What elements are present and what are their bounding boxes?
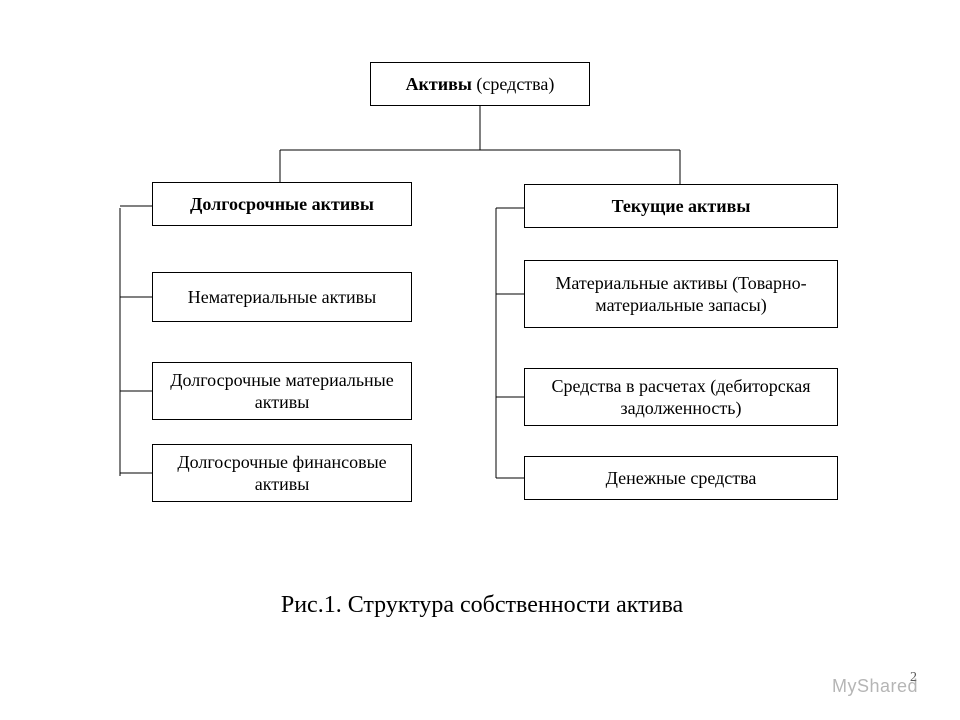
watermark: MyShared bbox=[832, 676, 918, 697]
node-material-assets-inventory-label: Материальные активы (Товарно-материальны… bbox=[533, 272, 829, 317]
node-accounts-receivable: Средства в расчетах (дебиторская задолже… bbox=[524, 368, 838, 426]
watermark-text: MyShared bbox=[832, 676, 918, 696]
node-material-assets-inventory: Материальные активы (Товарно-материальны… bbox=[524, 260, 838, 328]
node-long-term-assets-label: Долгосрочные активы bbox=[190, 193, 374, 216]
diagram-canvas: Активы (средства) Долгосрочные активы Те… bbox=[0, 0, 960, 720]
node-long-term-financial-assets-label: Долгосрочные финансовые активы bbox=[161, 451, 403, 496]
figure-caption-text: Рис.1. Структура собственности актива bbox=[281, 592, 683, 618]
node-intangible-assets-label: Нематериальные активы bbox=[188, 286, 376, 309]
node-accounts-receivable-label: Средства в расчетах (дебиторская задолже… bbox=[533, 375, 829, 420]
node-current-assets-label: Текущие активы bbox=[612, 195, 751, 218]
node-root-label: Активы (средства) bbox=[406, 73, 555, 96]
node-long-term-material-assets: Долгосрочные материальные активы bbox=[152, 362, 412, 420]
figure-caption: Рис.1. Структура собственности актива bbox=[202, 592, 762, 619]
node-cash: Денежные средства bbox=[524, 456, 838, 500]
node-long-term-assets: Долгосрочные активы bbox=[152, 182, 412, 226]
node-current-assets: Текущие активы bbox=[524, 184, 838, 228]
node-intangible-assets: Нематериальные активы bbox=[152, 272, 412, 322]
node-cash-label: Денежные средства bbox=[606, 467, 757, 490]
node-root: Активы (средства) bbox=[370, 62, 590, 106]
node-long-term-financial-assets: Долгосрочные финансовые активы bbox=[152, 444, 412, 502]
node-long-term-material-assets-label: Долгосрочные материальные активы bbox=[161, 369, 403, 414]
